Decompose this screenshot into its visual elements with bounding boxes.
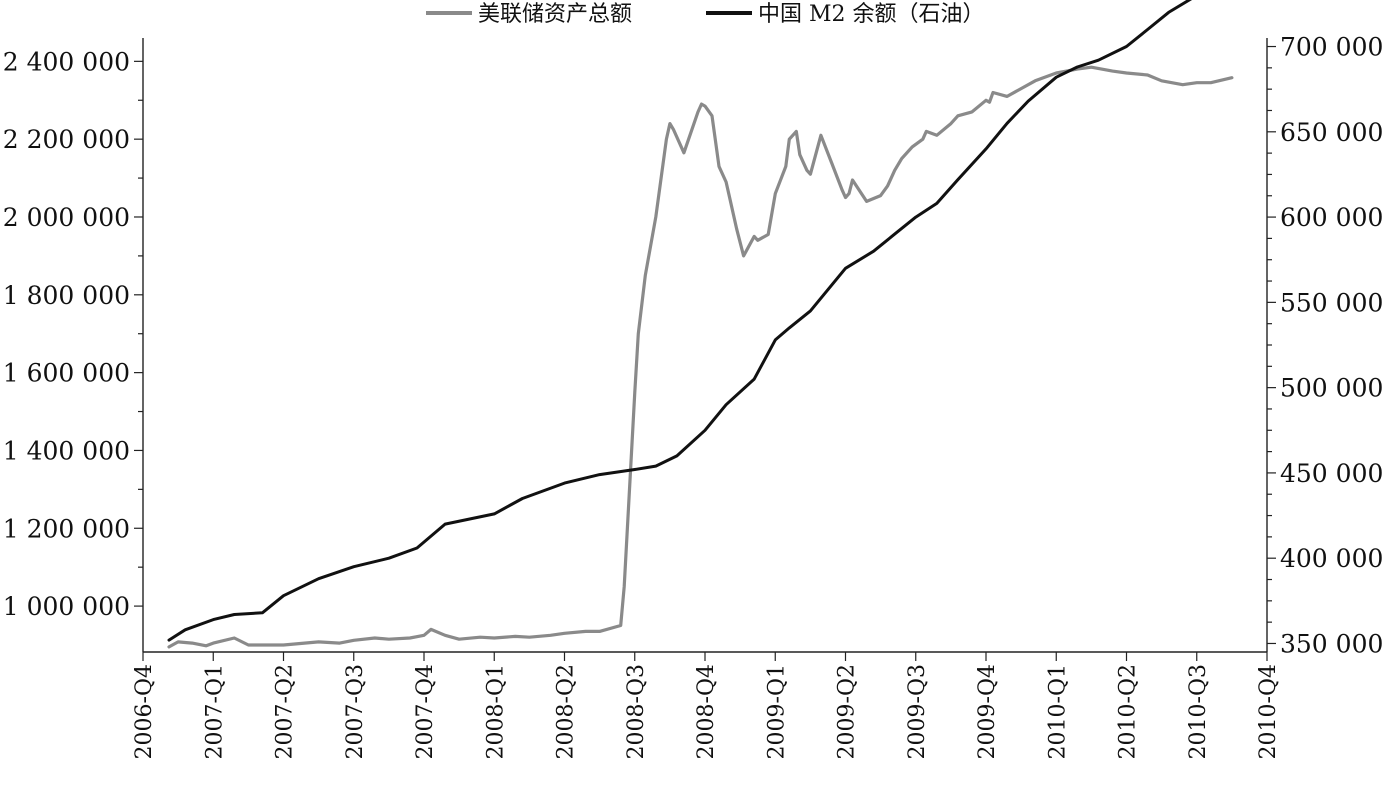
- right-axis-ticks: 700 000 650 000 600 000 550 000 500 000 450 0…: [1267, 33, 1382, 658]
- right-axis-tick-label: 700 000: [1280, 33, 1382, 62]
- right-axis-tick-label: 650 000: [1280, 118, 1382, 147]
- x-axis-tick-label: 2009-Q3: [905, 664, 930, 759]
- right-axis-tick-label: 400 000: [1280, 544, 1382, 573]
- left-axis-tick-label: 2 200 000: [3, 125, 130, 154]
- left-axis-tick-label: 1 200 000: [3, 514, 130, 543]
- x-axis-tick-label: 2008-Q2: [554, 664, 579, 759]
- left-axis-tick-label: 1 800 000: [3, 281, 130, 310]
- x-axis-tick-label: 2009-Q4: [975, 664, 1000, 759]
- x-axis-tick-label: 2010-Q1: [1045, 664, 1070, 759]
- left-axis-tick-label: 2 400 000: [3, 47, 130, 76]
- x-axis-tick-label: 2007-Q3: [343, 664, 368, 759]
- legend: 美联储资产总额 中国 M2 余额（石油）: [426, 2, 985, 27]
- x-axis-tick-label: 2010-Q3: [1186, 664, 1211, 759]
- left-axis-tick-label: 1 600 000: [3, 359, 130, 388]
- left-axis-tick-label: 1 400 000: [3, 436, 130, 465]
- x-axis-tick-label: 2006-Q4: [132, 664, 157, 759]
- x-axis-tick-label: 2010-Q4: [1256, 664, 1281, 759]
- x-axis-tick-label: 2007-Q2: [273, 664, 298, 759]
- legend-label-fed-assets: 美联储资产总额: [478, 2, 632, 27]
- x-axis-tick-label: 2007-Q1: [202, 664, 227, 759]
- right-axis-tick-label: 350 000: [1280, 629, 1382, 658]
- right-axis-tick-label: 550 000: [1280, 288, 1382, 317]
- right-axis-tick-label: 600 000: [1280, 203, 1382, 232]
- left-axis-ticks: 2 400 000 2 200 000 2 000 000 1 800 000 1 60…: [3, 47, 143, 621]
- left-axis-tick-label: 1 000 000: [3, 592, 130, 621]
- x-axis-tick-label: 2010-Q2: [1116, 664, 1141, 759]
- axes: [142, 38, 1268, 653]
- x-axis-tick-label: 2009-Q1: [764, 664, 789, 759]
- x-axis-tick-label: 2008-Q4: [694, 664, 719, 759]
- x-axis-tick-label: 2008-Q1: [483, 664, 508, 759]
- series-line-china-m2: [167, 0, 1193, 642]
- x-axis-tick-label: 2007-Q4: [413, 664, 438, 759]
- right-axis-tick-label: 500 000: [1280, 374, 1382, 403]
- series-layer: [167, 0, 1234, 649]
- x-axis-ticks: 2006-Q4 2007-Q1 2007-Q2 2007-Q3 2007-Q4 2008-…: [132, 652, 1281, 759]
- legend-label-china-m2: 中国 M2 余额（石油）: [758, 2, 985, 27]
- x-axis-tick-label: 2009-Q2: [835, 664, 860, 759]
- left-axis-tick-label: 2 000 000: [3, 203, 130, 232]
- series-line-fed-assets: [167, 65, 1234, 649]
- right-axis-tick-label: 450 000: [1280, 459, 1382, 488]
- x-axis-tick-label: 2008-Q3: [624, 664, 649, 759]
